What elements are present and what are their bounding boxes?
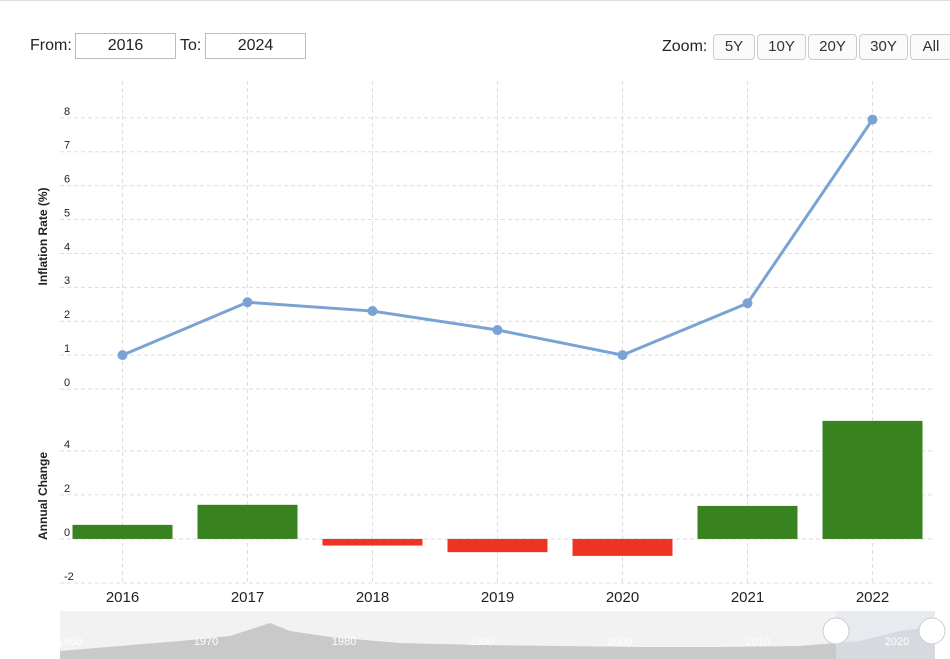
bar — [572, 538, 673, 556]
zoom-button[interactable]: 20Y — [808, 34, 857, 60]
point — [492, 325, 503, 336]
navigator-label: 1960 — [58, 636, 82, 648]
y-tick-label: 2 — [64, 483, 70, 495]
bar — [197, 504, 298, 539]
y-tick-label: 8 — [64, 106, 70, 118]
bar — [72, 524, 173, 539]
from-input[interactable]: 2016 — [75, 33, 176, 59]
to-input[interactable]: 2024 — [205, 33, 306, 59]
navigator-label: 1990 — [470, 636, 494, 648]
plot: 2016 2017 2018 2019 2020 2021 2022 0 1 2 3 4 5 6 7 8 Inf… — [36, 81, 935, 606]
zoom-label: Zoom: — [662, 38, 708, 55]
bar — [822, 420, 923, 539]
to-label: To: — [180, 37, 202, 54]
point — [867, 114, 878, 125]
y-tick-label: 2 — [64, 309, 70, 321]
navigator-label: 1970 — [194, 636, 218, 648]
y-tick-label: 6 — [64, 174, 70, 186]
from-label: From: — [30, 37, 72, 54]
navigator-label: 2000 — [608, 636, 632, 648]
y-tick-label: 7 — [64, 140, 70, 152]
zoom-button[interactable]: 30Y — [859, 34, 908, 60]
bar — [697, 505, 798, 539]
x-tick-label: 2020 — [606, 589, 639, 606]
point — [367, 306, 378, 317]
y-tick-label: 0 — [64, 527, 70, 539]
y-axis-title: Annual Change — [36, 452, 50, 540]
navigator-range[interactable] — [836, 611, 935, 659]
point — [242, 297, 253, 308]
x-tick-label: 2021 — [731, 589, 764, 606]
x-tick-label: 2016 — [106, 589, 139, 606]
y-tick-label: 4 — [64, 439, 70, 451]
y-tick-label: 5 — [64, 207, 70, 219]
navigator-area — [60, 623, 935, 659]
zoom-button[interactable]: 10Y — [757, 34, 806, 60]
y-tick-label: -2 — [64, 571, 74, 583]
bar — [447, 538, 548, 553]
zoom-button[interactable]: All — [910, 34, 950, 60]
x-tick-label: 2019 — [481, 589, 514, 606]
point — [742, 298, 753, 309]
y-tick-label: 3 — [64, 275, 70, 287]
navigator-label: 2010 — [746, 636, 770, 648]
navigator-handle[interactable] — [918, 617, 946, 645]
navigator-handle[interactable] — [822, 617, 850, 645]
navigator-label: 1980 — [332, 636, 356, 648]
x-tick-label: 2018 — [356, 589, 389, 606]
point — [617, 350, 628, 361]
x-tick-label: 2017 — [231, 589, 264, 606]
y-axis-title: Inflation Rate (%) — [36, 187, 50, 285]
zoom-button[interactable]: 5Y — [713, 34, 755, 60]
y-tick-label: 0 — [64, 377, 70, 389]
y-tick-label: 1 — [64, 343, 70, 355]
y-tick-label: 4 — [64, 241, 70, 253]
point — [117, 350, 128, 361]
x-tick-label: 2022 — [856, 589, 889, 606]
bar — [322, 538, 423, 546]
navigator-label: 2020 — [885, 636, 909, 648]
